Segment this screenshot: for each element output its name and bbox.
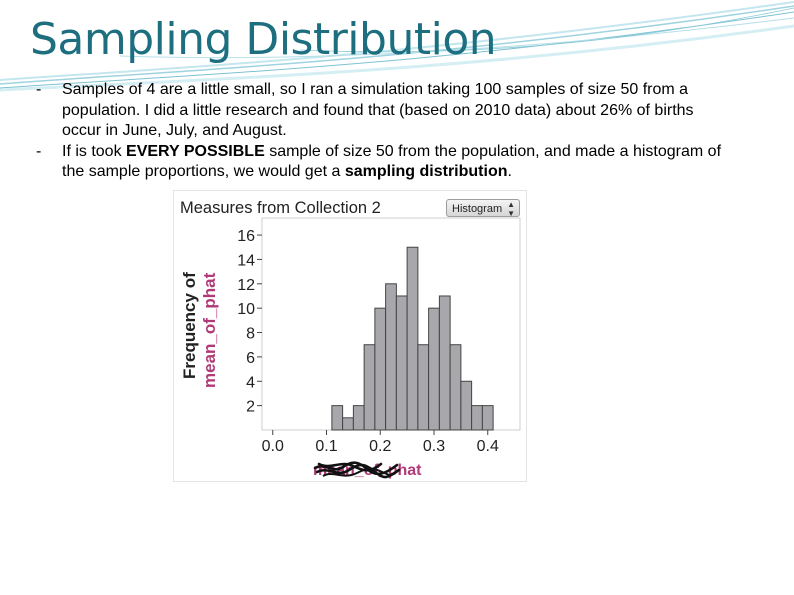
histogram-bar [438, 295, 451, 431]
bullet-bold-text: sampling distribution [344, 163, 508, 180]
bullet-text: . [507, 163, 512, 180]
histogram-bar [342, 417, 354, 431]
y-axis-label-line2: mean_of_phat [200, 272, 219, 388]
bullet-text: sample of size 50 from the population, a… [62, 142, 722, 181]
y-tick-label: 2 [246, 399, 255, 416]
histogram-bar [460, 380, 473, 431]
y-tick-label: 10 [237, 301, 255, 318]
histogram-bar [449, 344, 462, 431]
y-tick-label: 4 [246, 374, 255, 391]
x-tick-label: 0.1 [315, 438, 337, 455]
histogram-bar [374, 307, 387, 431]
chart-type-select-label: Histogram [452, 203, 503, 215]
y-tick-label: 16 [237, 228, 255, 245]
slide-title: Sampling Distribution [30, 14, 497, 65]
y-tick-label: 8 [246, 326, 255, 343]
updown-arrows-icon: ▲ ▼ [507, 200, 515, 218]
y-axis-label-line1: Frequency of [180, 272, 199, 379]
scribble-mark [313, 461, 401, 479]
histogram-bar [363, 344, 376, 431]
histogram-bar [417, 344, 430, 431]
bullet-text: If is took [62, 142, 127, 160]
histogram-bar [428, 307, 440, 431]
chart-type-select[interactable]: Histogram ▲ ▼ [446, 199, 520, 218]
y-tick-label: 12 [237, 277, 255, 294]
y-tick-label: 6 [246, 350, 255, 367]
x-tick-label: 0.4 [477, 438, 499, 455]
histogram-bar [481, 405, 494, 431]
x-tick-label: 0.3 [423, 438, 445, 455]
x-tick-label: 0.0 [262, 438, 284, 455]
histogram-bar [406, 246, 419, 431]
bullet-item: - Samples of 4 are a little small, so I … [36, 80, 736, 142]
header-swoosh-decoration [0, 1, 794, 92]
bullet-bold-text: EVERY POSSIBLE [126, 142, 265, 160]
chart-title: Measures from Collection 2 [180, 199, 381, 217]
x-tick-label: 0.2 [369, 438, 391, 455]
y-tick-label: 14 [237, 252, 255, 269]
bullet-dash: - [36, 142, 42, 160]
bullet-item: - If is took EVERY POSSIBLE sample of si… [36, 142, 736, 183]
x-axis-label-area: mean_of_phat [313, 458, 463, 484]
histogram-bar [471, 405, 483, 431]
bullet-dash: - [36, 81, 42, 98]
histogram-bar [385, 283, 397, 431]
bullet-text: Samples of 4 are a little small, so I ra… [62, 81, 694, 139]
histogram-bar [395, 295, 408, 431]
bullet-list: - Samples of 4 are a little small, so I … [36, 80, 736, 183]
histogram-bar [352, 405, 365, 431]
histogram-bar [331, 405, 344, 431]
